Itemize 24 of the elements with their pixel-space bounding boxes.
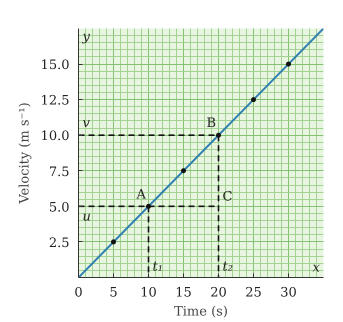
y-tick-label: 10.0: [40, 129, 70, 144]
y-tick-label: 7.5: [48, 164, 70, 180]
x-tick-label: 5: [109, 286, 118, 300]
annotation: B: [206, 116, 216, 132]
y-tick-label: 15.0: [40, 58, 70, 74]
x-axis-title: Time (s): [174, 304, 228, 320]
x-tick-label: 25: [245, 286, 262, 300]
y-tick-label: 5.0: [48, 200, 70, 216]
y-tick-label: 2.5: [48, 236, 70, 251]
y-tick-label: 12.5: [40, 94, 70, 109]
x-tick-label: 30: [280, 286, 297, 300]
annotation: u: [82, 209, 91, 224]
annotation: y: [82, 30, 90, 44]
x-tick-label: 10: [140, 286, 157, 300]
annotation: x: [312, 260, 320, 276]
annotation: C: [222, 189, 232, 204]
annotation: A: [136, 187, 146, 202]
annotation: t₁: [152, 260, 163, 274]
x-tick-label: 15: [175, 286, 192, 300]
annotation: v: [82, 116, 90, 132]
y-axis-title: Velocity (m s⁻¹): [18, 102, 33, 205]
annotation: t₂: [222, 260, 233, 274]
x-tick-label: 20: [210, 286, 227, 300]
x-tick-label: 0: [74, 286, 83, 300]
